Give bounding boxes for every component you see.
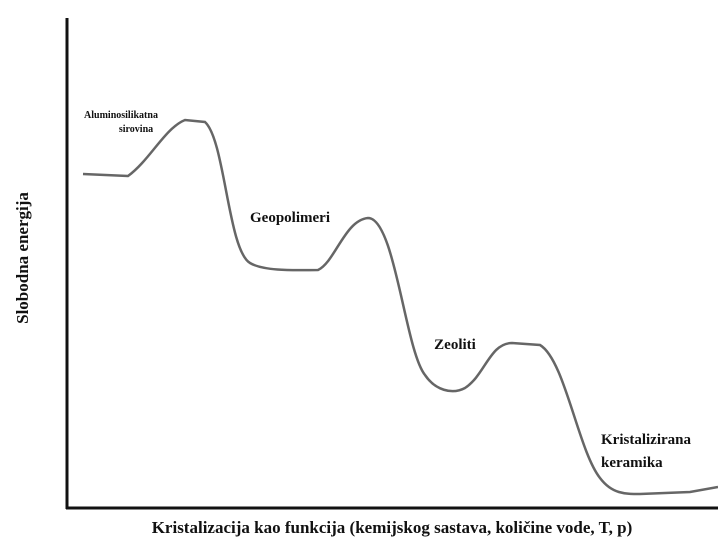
stage-label: Geopolimeri <box>250 210 330 226</box>
stage-label: sirovina <box>119 124 153 135</box>
energy-curve <box>82 118 718 496</box>
stage-label: keramika <box>601 455 663 471</box>
y-axis-label: Slobodna energija <box>13 192 32 324</box>
stage-label: Aluminosilikatna <box>84 110 158 121</box>
stage-label: Kristalizirana <box>601 432 691 448</box>
stage-label: Zeoliti <box>434 337 476 353</box>
x-axis-label: Kristalizacija kao funkcija (kemijskog s… <box>152 518 633 537</box>
